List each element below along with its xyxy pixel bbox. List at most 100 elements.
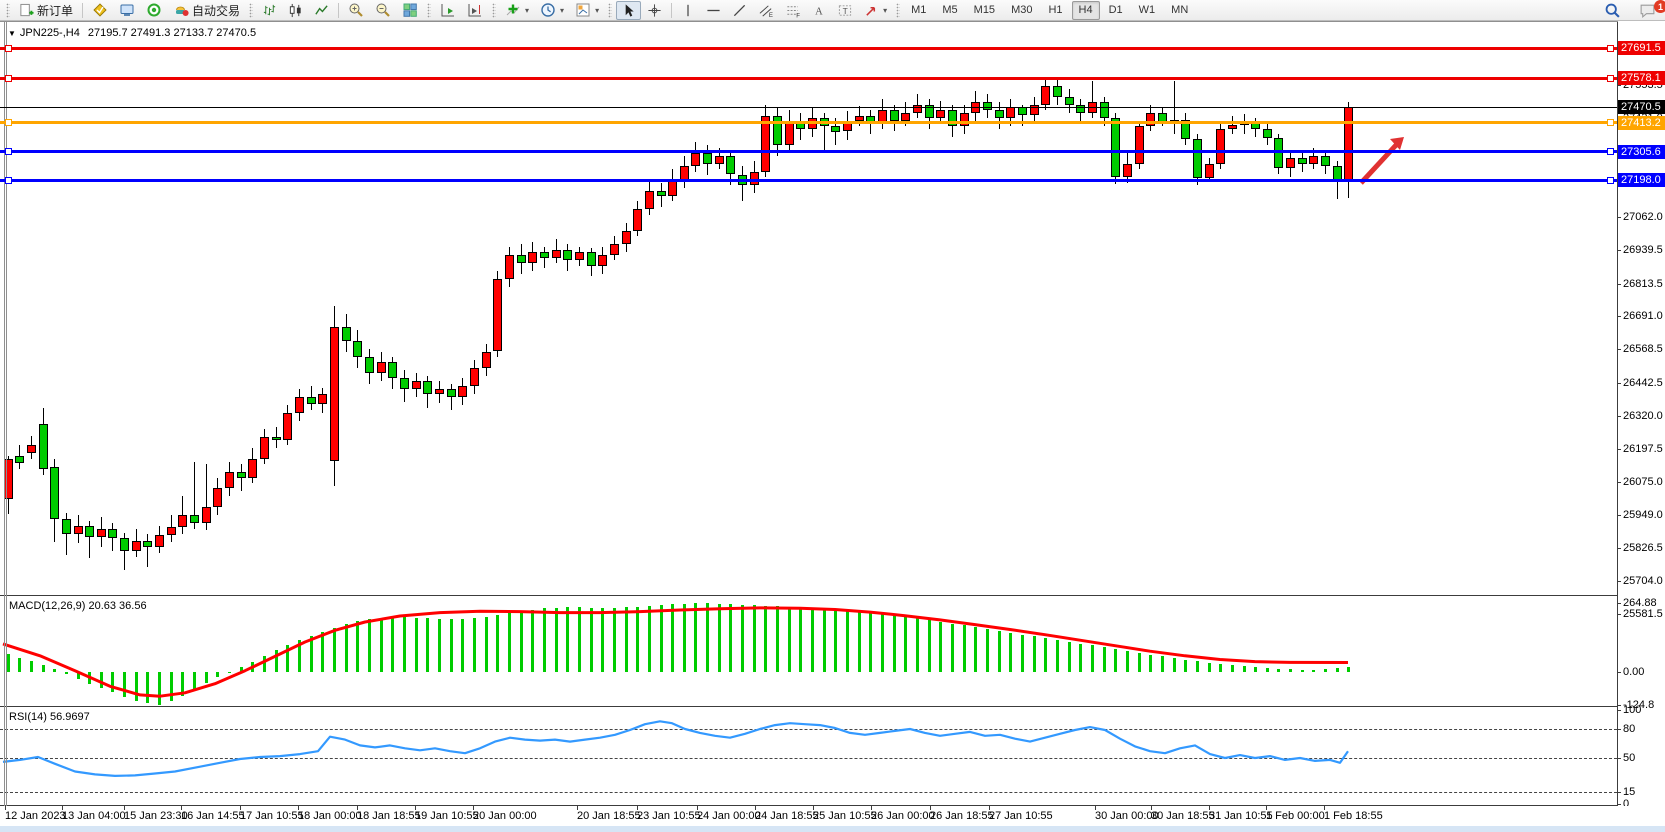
macd-histogram-bar bbox=[274, 650, 278, 672]
bar-chart-button[interactable] bbox=[257, 1, 282, 20]
line-anchor[interactable] bbox=[5, 44, 12, 52]
line-anchor[interactable] bbox=[5, 148, 12, 155]
line-chart-button[interactable] bbox=[309, 1, 334, 20]
macd-panel[interactable]: MACD(12,26,9) 20.63 36.56 bbox=[0, 597, 1617, 705]
toolbar-grip[interactable] bbox=[249, 2, 254, 18]
candle bbox=[50, 466, 60, 520]
timeframe-button-w1[interactable]: W1 bbox=[1138, 3, 1156, 16]
horizontal-line-button[interactable] bbox=[701, 1, 726, 20]
panel-separator[interactable] bbox=[0, 595, 1665, 596]
cursor-button[interactable] bbox=[616, 0, 642, 20]
macd-histogram-bar bbox=[1172, 657, 1176, 672]
equidistant-channel-button[interactable]: E bbox=[753, 1, 779, 20]
arrows-icon bbox=[864, 3, 879, 18]
main-chart-panel[interactable] bbox=[0, 22, 1617, 595]
candle bbox=[644, 190, 654, 210]
zoom-out-icon bbox=[375, 2, 391, 18]
candle bbox=[388, 362, 398, 379]
line-anchor[interactable] bbox=[5, 176, 12, 184]
line-anchor[interactable] bbox=[1607, 148, 1614, 155]
macd-histogram-bar bbox=[1090, 645, 1094, 672]
chart-window: MACD(12,26,9) 20.63 36.56 RSI(14) 56.969… bbox=[0, 21, 1665, 832]
timeframe-button-m5[interactable]: M5 bbox=[942, 3, 958, 16]
time-tick-mark bbox=[240, 806, 241, 810]
bar-ohlc-label: 27195.7 27491.3 27133.7 27470.5 bbox=[87, 27, 257, 39]
candle bbox=[399, 378, 409, 389]
macd-histogram-bar bbox=[787, 606, 791, 672]
timeframe-button-h1[interactable]: H1 bbox=[1048, 3, 1063, 16]
autotrading-button[interactable]: 自动交易 bbox=[168, 1, 245, 20]
candle bbox=[1064, 96, 1074, 105]
line-anchor[interactable] bbox=[1607, 119, 1614, 127]
indicators-icon bbox=[505, 2, 521, 18]
candle bbox=[108, 528, 118, 538]
text-label-button[interactable]: T bbox=[832, 1, 858, 20]
macd-histogram-bar bbox=[566, 607, 570, 672]
pivot-line-orange[interactable] bbox=[0, 121, 1617, 125]
candle-wick bbox=[1091, 80, 1093, 119]
market-button[interactable] bbox=[87, 1, 113, 20]
macd-histogram-bar bbox=[181, 672, 185, 696]
candle bbox=[714, 155, 724, 164]
dropdown-caret: ▾ bbox=[560, 5, 565, 15]
line-chart-icon bbox=[314, 3, 329, 18]
current-price-line[interactable] bbox=[0, 106, 1617, 108]
crosshair-button[interactable] bbox=[642, 1, 667, 20]
timeframe-toolbar: M1 M5 M15 M30 H1 H4 D1 W1 MN bbox=[904, 0, 1195, 20]
toolbar-grip[interactable] bbox=[6, 2, 10, 18]
toolbar-grip[interactable] bbox=[608, 2, 613, 18]
panel-separator[interactable] bbox=[0, 706, 1665, 707]
zoom-out-button[interactable] bbox=[370, 1, 396, 20]
timeframe-button-m1[interactable]: M1 bbox=[911, 3, 927, 16]
indicators-button[interactable]: ▾ bbox=[500, 1, 534, 20]
price-axis-gutter[interactable]: 27676.027553.527431.027308.527184.527062… bbox=[1617, 21, 1665, 832]
timeframe-button-m30[interactable]: M30 bbox=[1011, 3, 1033, 16]
zoom-in-button[interactable] bbox=[343, 1, 369, 20]
search-button[interactable] bbox=[1599, 1, 1626, 20]
macd-histogram-bar bbox=[729, 604, 733, 672]
toolbar-grip[interactable] bbox=[427, 2, 432, 18]
periods-button[interactable]: ▾ bbox=[535, 1, 569, 20]
line-anchor[interactable] bbox=[5, 119, 12, 127]
community-button[interactable] bbox=[141, 1, 167, 20]
candle bbox=[1227, 124, 1237, 129]
fibonacci-button[interactable]: F bbox=[780, 1, 806, 20]
virtual-hosting-button[interactable] bbox=[114, 1, 140, 20]
candlestick-chart-button[interactable] bbox=[283, 1, 308, 20]
trendline-button[interactable] bbox=[727, 1, 752, 20]
vertical-line-button[interactable] bbox=[676, 1, 700, 20]
price-tick-label: 25704.0 bbox=[1623, 575, 1663, 588]
timeframe-button-d1[interactable]: D1 bbox=[1108, 3, 1123, 16]
arrows-button[interactable]: ▾ bbox=[859, 1, 892, 20]
line-anchor[interactable] bbox=[1607, 176, 1614, 184]
templates-button[interactable]: ▾ bbox=[570, 1, 604, 20]
text-button[interactable]: A bbox=[807, 1, 831, 20]
line-anchor[interactable] bbox=[5, 74, 12, 82]
toolbar-right: 1 bbox=[1599, 0, 1665, 21]
toolbar-grip[interactable] bbox=[896, 2, 901, 18]
chat-notification-button[interactable]: 1 bbox=[1634, 0, 1665, 20]
chart-title: ▼ JPN225-,H4 27195.7 27491.3 27133.7 274… bbox=[8, 27, 256, 39]
chart-shift-button[interactable] bbox=[462, 1, 488, 20]
tile-windows-button[interactable] bbox=[397, 1, 423, 20]
support-line-1[interactable] bbox=[0, 150, 1617, 153]
timeframe-button-m15[interactable]: M15 bbox=[973, 3, 996, 16]
toolbar-grip[interactable] bbox=[492, 2, 497, 18]
line-anchor[interactable] bbox=[1607, 44, 1614, 52]
auto-scroll-button[interactable] bbox=[435, 1, 461, 20]
timeframe-button-mn[interactable]: MN bbox=[1171, 3, 1189, 16]
macd-histogram-bar bbox=[752, 605, 756, 672]
support-line-2[interactable] bbox=[0, 178, 1617, 182]
resistance-line-1[interactable] bbox=[0, 46, 1617, 50]
time-tick-label: 19 Jan 10:55 bbox=[415, 810, 479, 822]
new-order-button[interactable]: 新订单 bbox=[14, 1, 78, 20]
resistance-line-2[interactable] bbox=[0, 76, 1617, 80]
price-tick-label: 26075.0 bbox=[1623, 475, 1663, 488]
timeframe-button-h4[interactable]: H4 bbox=[1071, 0, 1100, 20]
rsi-panel[interactable]: RSI(14) 56.9697 bbox=[0, 708, 1617, 805]
fibonacci-icon: F bbox=[785, 3, 801, 18]
line-anchor[interactable] bbox=[1607, 74, 1614, 82]
time-axis[interactable]: 12 Jan 2023 13 Jan 04:00 15 Jan 23:30 16 Ja… bbox=[0, 806, 1665, 826]
macd-histogram-bar bbox=[962, 625, 966, 672]
candle bbox=[1216, 128, 1226, 164]
